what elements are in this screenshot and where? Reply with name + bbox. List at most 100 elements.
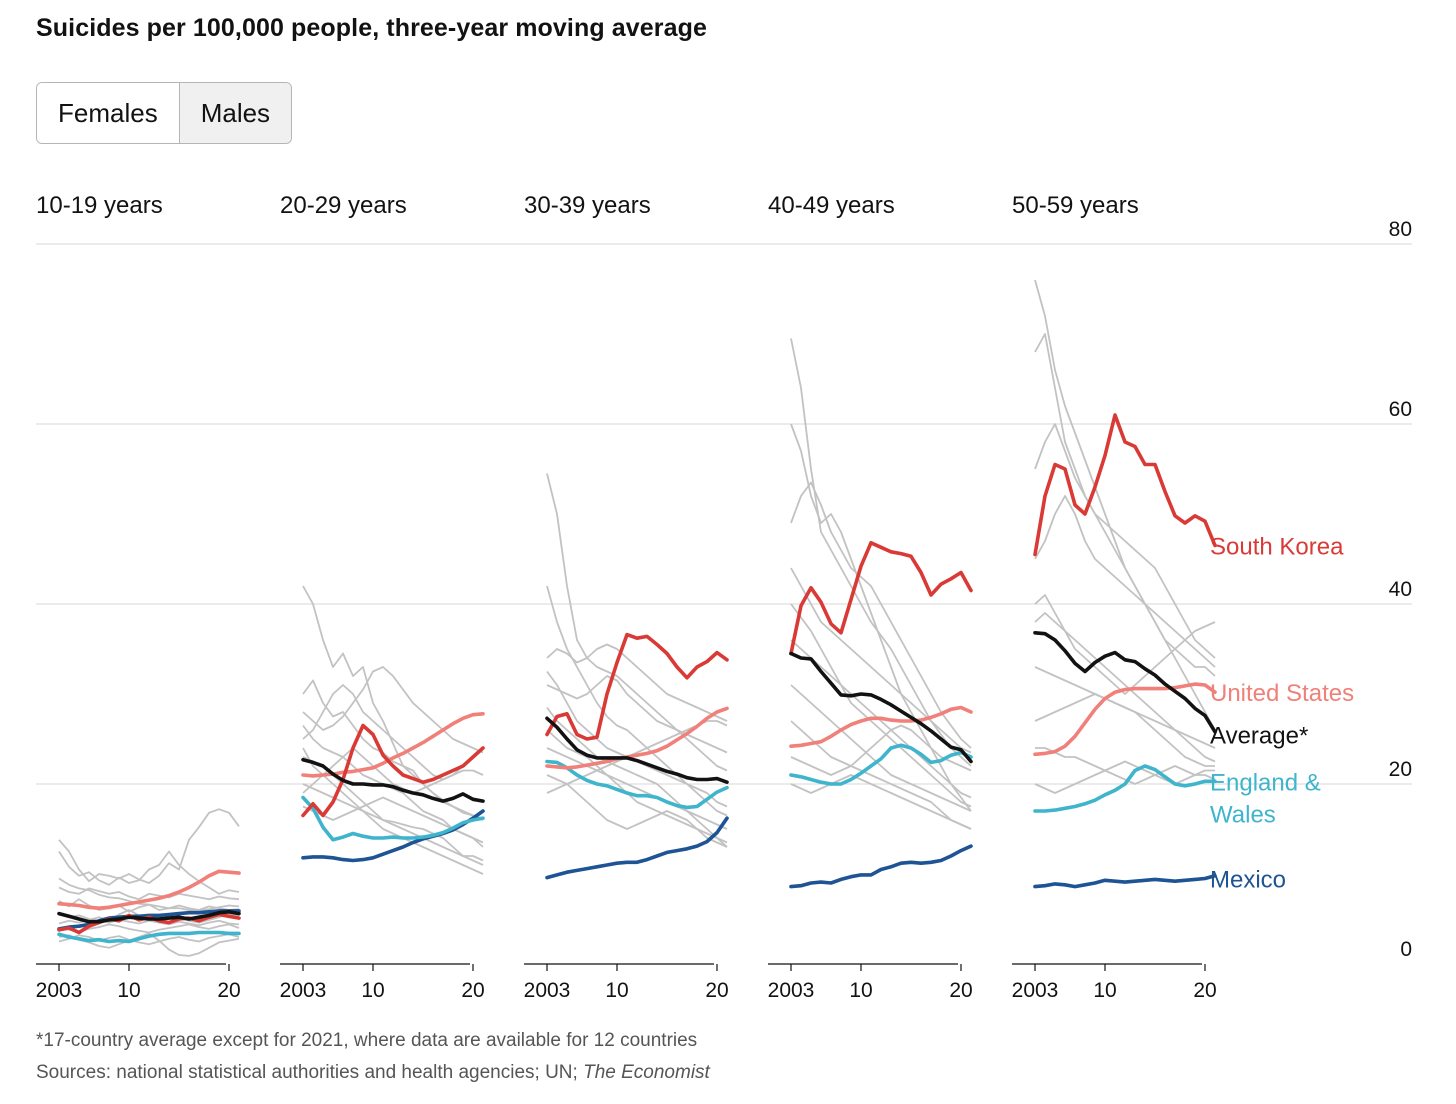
- other-country-line: [546, 675, 728, 754]
- panel-title: 20-29 years: [280, 192, 407, 219]
- series-line-south-korea: [1033, 413, 1217, 557]
- other-country-line: [302, 783, 484, 866]
- y-tick-label: 60: [1389, 398, 1412, 421]
- other-country-line: [58, 877, 240, 912]
- panel-title: 10-19 years: [36, 192, 163, 219]
- other-country-line: [1034, 612, 1216, 763]
- x-tick-label: 10: [605, 979, 628, 1002]
- series-line-united-states: [1033, 682, 1217, 757]
- chart-title: Suicides per 100,000 people, three-year …: [36, 14, 707, 42]
- series-label-average: Average*: [1210, 723, 1308, 750]
- other-country-line: [58, 933, 240, 946]
- panel-30-39-years: 30-39 years 2003 10 20: [524, 192, 729, 1002]
- sex-toggle: Females Males: [36, 82, 293, 144]
- series-label-england-wales: England & Wales: [1210, 769, 1321, 828]
- source-prefix: Sources: national statistical authoritie…: [36, 1062, 584, 1083]
- other-country-line: [1034, 594, 1216, 695]
- series-line-mexico: [789, 844, 973, 889]
- other-country-line: [790, 720, 972, 830]
- series-label-south-korea: South Korea: [1210, 534, 1344, 561]
- females-toggle-button[interactable]: Females: [37, 83, 179, 143]
- other-country-line: [546, 585, 728, 817]
- series-line-england-wales: [1033, 764, 1217, 813]
- other-country-line: [546, 747, 728, 830]
- other-country-line: [790, 774, 972, 830]
- x-tick-label: 20: [705, 979, 728, 1002]
- other-country-line: [790, 639, 972, 799]
- series-label-united-states: United States: [1210, 680, 1354, 707]
- x-tick-label: 20: [949, 979, 972, 1002]
- other-country-line: [790, 603, 972, 808]
- series-line-england-wales: [301, 795, 485, 842]
- series-line-south-korea: [545, 632, 729, 741]
- y-tick-label: 0: [1400, 938, 1412, 961]
- other-country-line: [58, 808, 240, 884]
- other-country-line: [1034, 693, 1215, 767]
- other-country-line: [58, 923, 240, 934]
- other-country-line: [302, 684, 484, 781]
- panel-50-59-years: 50-59 years 2003 10 20: [1012, 192, 1217, 1002]
- series-line-united-states: [545, 706, 729, 770]
- other-country-line: [546, 643, 728, 722]
- series-line-united-states: [789, 705, 973, 748]
- y-tick-label: 40: [1389, 578, 1412, 601]
- series-line-south-korea: [301, 723, 485, 818]
- source-publication: The Economist: [583, 1062, 710, 1083]
- footnote: *17-country average except for 2021, whe…: [36, 1030, 698, 1051]
- other-country-line: [790, 338, 972, 767]
- other-country-line: [790, 724, 972, 776]
- series-line-average: [301, 757, 485, 803]
- other-country-line: [546, 706, 728, 844]
- panel-title: 30-39 years: [524, 192, 651, 219]
- x-tick-label: 2003: [768, 979, 815, 1002]
- panel-20-29-years: 20-29 years 2003 10 20: [280, 192, 485, 1002]
- series-line-average: [545, 716, 729, 784]
- males-toggle-button[interactable]: Males: [178, 83, 292, 143]
- panel-40-49-years: 40-49 years 2003 10 20: [768, 192, 973, 1002]
- panel-title: 40-49 years: [768, 192, 895, 219]
- y-tick-label: 80: [1389, 218, 1412, 241]
- series-line-average: [1033, 631, 1217, 734]
- series-line-average: [57, 910, 241, 924]
- other-country-line: [1034, 760, 1216, 794]
- y-axis-labels: 0 20 40 60 80: [1389, 218, 1412, 961]
- x-tick-label: 10: [361, 979, 384, 1002]
- x-tick-label: 20: [217, 979, 240, 1002]
- series-line-average: [789, 651, 973, 764]
- other-country-line: [790, 423, 972, 812]
- other-country-line: [546, 729, 728, 848]
- other-country-line: [790, 567, 972, 754]
- other-country-line: [546, 473, 728, 772]
- series-line-england-wales: [545, 759, 729, 810]
- series-line-england-wales: [57, 930, 241, 944]
- x-tick-label: 2003: [280, 979, 327, 1002]
- x-tick-label: 2003: [524, 979, 571, 1002]
- other-country-line: [58, 850, 240, 895]
- gridlines: [36, 243, 1412, 785]
- other-country-line: [58, 932, 240, 957]
- other-country-line: [302, 679, 484, 821]
- series-label-mexico: Mexico: [1210, 867, 1286, 894]
- series-line-england-wales: [789, 743, 973, 786]
- other-country-line: [1034, 279, 1216, 677]
- series-labels: South Korea United States Average* England …: [1210, 534, 1354, 894]
- series-line-mexico: [545, 816, 729, 880]
- x-tick-label: 2003: [1012, 979, 1059, 1002]
- series-line-mexico: [1033, 874, 1217, 889]
- x-tick-label: 20: [461, 979, 484, 1002]
- other-country-line: [302, 747, 484, 875]
- other-country-line: [1035, 747, 1215, 785]
- x-tick-label: 10: [1093, 979, 1116, 1002]
- other-country-line: [1034, 423, 1216, 659]
- x-tick-label: 2003: [36, 979, 83, 1002]
- x-tick-label: 10: [117, 979, 140, 1002]
- x-tick-label: 20: [1193, 979, 1216, 1002]
- panel-10-19-years: 10-19 years 2003 10 20: [36, 192, 241, 1002]
- panel-title: 50-59 years: [1012, 192, 1139, 219]
- other-country-line: [1034, 333, 1216, 731]
- other-country-line: [58, 886, 240, 901]
- series-line-south-korea: [789, 541, 973, 656]
- other-country-line: [790, 684, 972, 812]
